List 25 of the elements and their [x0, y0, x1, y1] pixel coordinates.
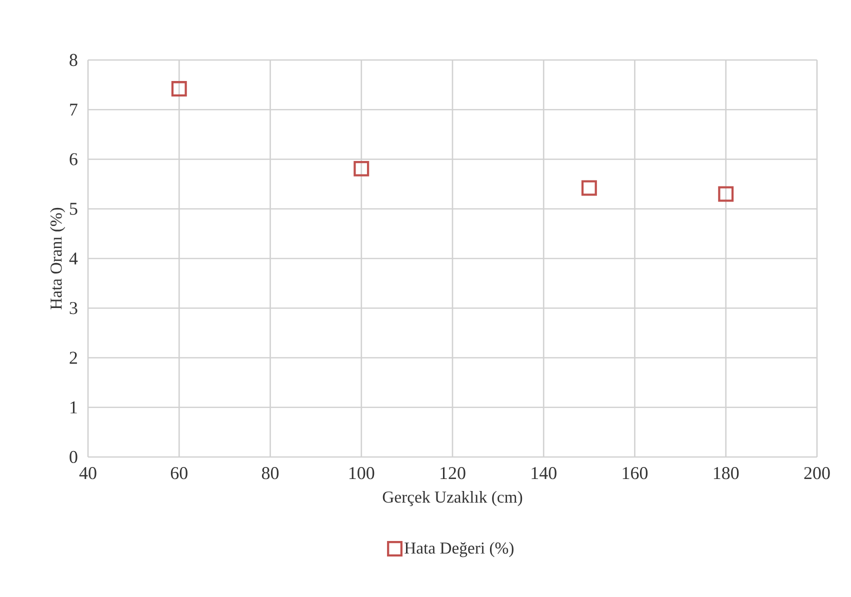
point — [718, 186, 734, 202]
x-tick-label: 60 — [170, 467, 188, 480]
y-tick-label: 2 — [70, 352, 77, 364]
y-axis-title: Hata Oranı (%) — [50, 208, 66, 310]
x-axis-title: Gerçek Uzaklık (cm) — [382, 491, 522, 506]
x-tick-label: 120 — [440, 467, 466, 480]
y-tick-label: 7 — [70, 104, 78, 116]
x-tick-label: 160 — [622, 467, 648, 480]
x-tick-label: 100 — [349, 467, 374, 480]
y-tick-label: 8 — [70, 54, 78, 66]
point — [354, 160, 370, 176]
y-tick-label: 1 — [70, 401, 77, 414]
y-tick-label: 3 — [70, 302, 78, 314]
x-tick-label: 200 — [804, 467, 830, 480]
y-tick-label: 4 — [69, 252, 78, 264]
point — [171, 81, 187, 97]
point — [581, 180, 597, 196]
y-tick-label: 6 — [70, 153, 78, 166]
x-tick-label: 140 — [532, 467, 556, 480]
y-tick-label: 0 — [70, 450, 78, 464]
legend-label: Hata Değeri (%) — [404, 542, 514, 558]
x-tick-label: 80 — [262, 467, 279, 480]
x-tick-label: 180 — [714, 467, 739, 480]
x-tick-label: 40 — [79, 467, 96, 480]
y-tick-label: 5 — [70, 202, 78, 215]
